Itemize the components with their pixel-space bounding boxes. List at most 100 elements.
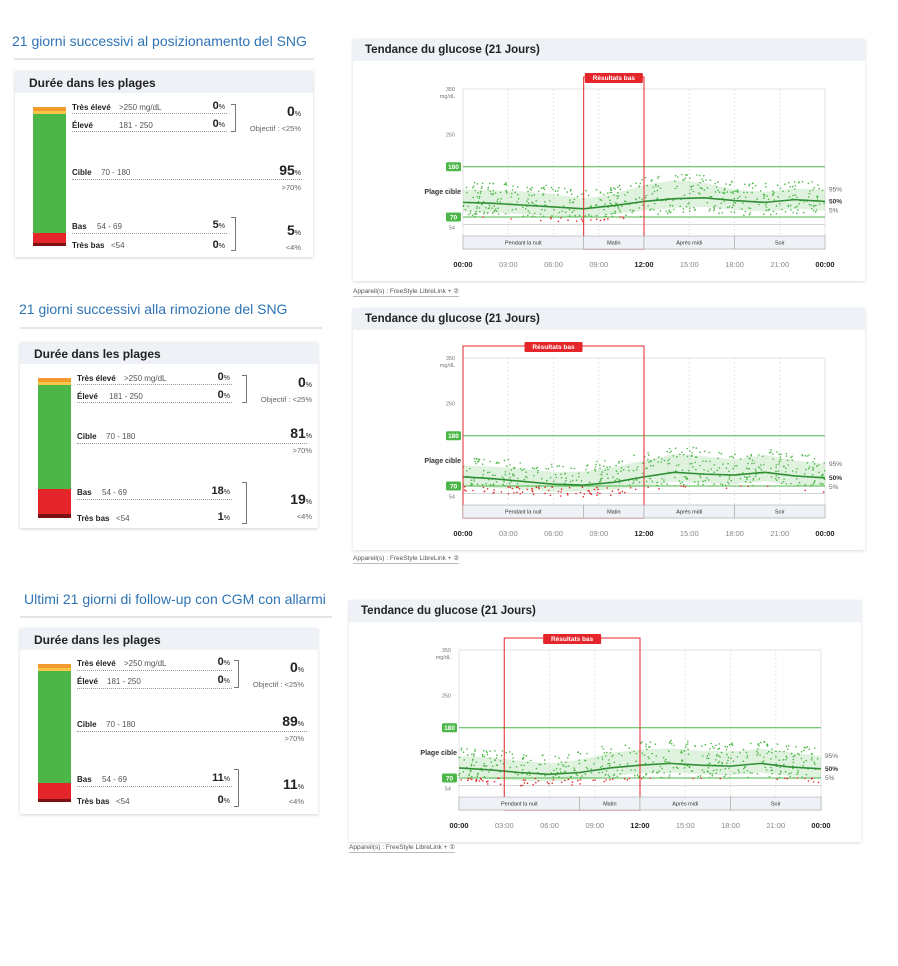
reading-point [793,188,796,190]
reading-point [543,759,546,761]
reading-point [813,186,815,189]
group-high-target: Objectif : <25% [260,395,312,404]
reading-point [486,751,488,754]
reading-point [552,776,554,778]
reading-point [760,741,762,744]
reading-point [739,477,742,480]
reading-point [695,447,698,449]
reading-point [483,775,486,778]
reading-point [467,779,469,782]
reading-point [476,183,479,185]
reading-point [483,762,485,765]
agp-title: Tendance du glucose (21 Jours) [365,44,540,56]
reading-point [639,215,642,218]
reading-point [567,757,569,759]
reading-point [692,207,695,209]
reading-point [524,475,527,478]
period-label: Après midi [676,241,702,247]
reading-point [654,202,656,205]
reading-point [579,783,581,785]
reading-point [483,755,486,758]
reading-point [504,213,507,215]
reading-point [519,493,522,495]
reading-point [547,489,550,492]
reading-point [549,476,552,479]
period-label: Matin [603,802,616,808]
target-goal: >70% [284,734,304,743]
reading-point [732,192,734,194]
reading-point [594,470,597,472]
reading-point [605,755,607,757]
bar-very-high [38,664,71,668]
reading-point [579,753,582,755]
reading-point [559,768,561,770]
reading-point [526,773,528,776]
reading-point [612,212,614,214]
reading-point [775,755,777,758]
reading-point [731,206,734,209]
reading-point [614,777,616,779]
reading-point [780,482,783,485]
reading-point [469,484,472,487]
reading-point [567,765,570,767]
pct-low: 11% [212,772,230,784]
reading-point [617,205,619,208]
reading-point [583,493,586,495]
reading-point [520,764,522,767]
reading-point [807,196,810,198]
reading-point [673,744,675,747]
reading-point [548,782,550,785]
reading-point [516,186,519,188]
reading-point [597,488,599,491]
pct-very-high: 0% [217,371,230,383]
reading-point [599,191,602,193]
target-range-label: Plage cible [424,189,461,196]
group-high-target: Objectif : <25% [249,124,301,133]
reading-point [620,470,622,473]
reading-point [715,769,718,771]
reading-point [699,476,702,479]
target-pct: 95% [279,162,301,178]
reading-point [740,485,742,487]
reading-point [586,465,588,467]
reading-point [813,458,816,460]
p95-label: 95% [825,753,838,760]
reading-point [651,752,653,755]
reading-point [717,181,719,183]
reading-point [470,765,473,767]
reading-point [493,780,496,783]
reading-point [492,474,494,476]
reading-point [673,476,676,479]
reading-point [723,200,726,203]
reading-point [522,779,525,781]
p50-label: 50% [825,766,838,773]
reading-point [484,207,487,209]
label-high: Élevé 181 - 250 [77,392,143,401]
reading-point [819,482,821,485]
reading-point [509,766,512,769]
reading-point [493,491,495,494]
x-tick-label: 00:00 [811,821,830,830]
reading-point [808,454,810,456]
reading-point [705,460,707,463]
reading-point [553,208,555,211]
reading-point [770,451,772,453]
reading-point [534,216,537,218]
reading-point [568,208,571,211]
label-high: Élevé 181 - 250 [72,121,153,130]
reading-point [743,191,745,194]
group-high-pct: 0% [286,103,301,119]
reading-point [787,745,790,747]
row-divider [77,384,232,385]
x-tick-label: 21:00 [770,529,789,538]
agp-header: Tendance du glucose (21 Jours) [349,600,861,622]
reading-point [679,773,681,775]
range-high: 181 - 250 [109,392,143,401]
x-tick-label: 00:00 [449,821,468,830]
reading-point [653,458,656,461]
reading-point [708,762,711,764]
reading-point [657,461,659,463]
reading-point [558,757,560,759]
reading-point [675,766,678,769]
group-low-pct: 11% [282,776,304,792]
